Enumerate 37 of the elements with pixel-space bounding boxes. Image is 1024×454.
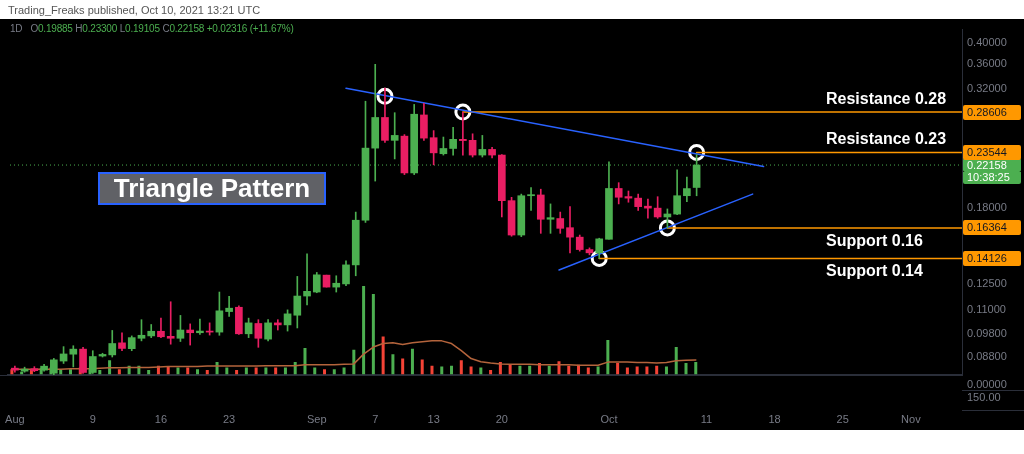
data-label: 0.16364 [963,220,1021,236]
y-tick-label: 0.36000 [967,57,1007,70]
x-tick-label: 13 [427,412,440,425]
x-tick-label: 25 [836,412,849,425]
x-tick-label: 11 [700,412,713,425]
y-tick-label: 0.08800 [967,349,1007,362]
text: 0.00000 [967,377,1007,390]
x-tick-label: 7 [372,412,379,425]
annotation: Support 0.14 [826,262,923,280]
x-tick-label: Nov [901,412,922,425]
annotation: Support 0.16 [826,231,923,249]
data-label: 0.23544 [963,144,1021,160]
chart-subtitle: O0.19885 H0.23300 L0.19105 C0.22158 +0.02316 (+11.67%) [30,23,294,34]
x-tick-label: 16 [154,412,168,425]
text: 150.00 [967,390,1001,403]
y-tick-label: 0.11000 [967,303,1006,316]
text: 10:38:25 [963,171,1021,185]
chart-title: 1D [10,23,23,34]
text: Trading_Freaks published, Oct 10, 2021 13:21 UTC [8,4,261,16]
x-tick-label: Sep [306,412,327,425]
y-tick-label: 0.18000 [967,201,1007,214]
data-label: 0.28606 [963,104,1021,120]
x-tick-label: 18 [768,412,781,425]
x-tick-label: 9 [89,412,96,425]
annotation: Resistance 0.23 [826,130,947,148]
x-tick-label: Aug [5,412,25,425]
annotation: Triangle Pattern [98,172,326,205]
annotation: Resistance 0.28 [826,90,947,108]
data-label: 0.14126 [963,250,1021,266]
x-tick-label: 23 [223,412,236,425]
x-tick-label: Oct [600,412,618,425]
y-tick-label: 0.40000 [967,35,1007,48]
y-tick-label: 0.09800 [967,327,1007,340]
ref-line-label: 0.22158 [963,158,1021,173]
x-tick-label: 20 [495,412,508,425]
y-tick-label: 0.12500 [967,276,1007,289]
y-tick-label: 0.32000 [967,81,1007,94]
